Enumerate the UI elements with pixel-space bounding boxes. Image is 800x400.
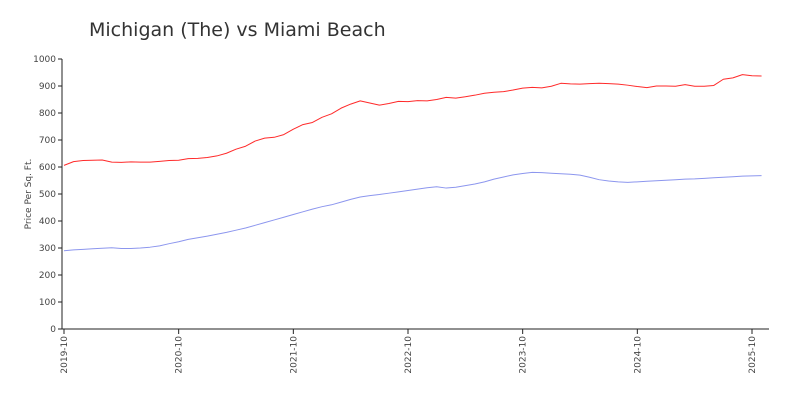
y-tick-label: 400	[39, 217, 56, 227]
series-line-1	[63, 74, 762, 166]
x-tick-label: 2025-10	[748, 336, 758, 374]
y-axis-ticks: 0 100 200 300 400 500 600 700 800 900 1000	[33, 55, 62, 335]
x-tick-label: 2019-10	[60, 336, 70, 374]
series-line-2	[63, 171, 762, 252]
x-tick-label: 2020-10	[175, 336, 185, 374]
y-tick-label: 0	[50, 325, 56, 335]
y-tick-label: 100	[39, 298, 56, 308]
x-tick-label: 2024-10	[633, 336, 643, 374]
y-tick-label: 300	[39, 244, 56, 254]
y-tick-label: 700	[39, 136, 56, 146]
y-tick-label: 900	[39, 82, 56, 92]
y-tick-label: 500	[39, 190, 56, 200]
x-tick-label: 2023-10	[519, 336, 529, 374]
x-tick-label: 2022-10	[404, 336, 414, 374]
chart-title: Michigan (The) vs Miami Beach	[89, 19, 386, 41]
x-axis-ticks: 2019-10 2020-10 2021-10 2022-10 2023-10 2024-…	[60, 329, 758, 374]
x-tick-label: 2021-10	[289, 336, 299, 374]
y-tick-label: 600	[39, 163, 56, 173]
y-axis-label: Price Per Sq. Ft.	[24, 159, 34, 230]
y-tick-label: 1000	[33, 55, 56, 65]
y-tick-label: 800	[39, 109, 56, 119]
y-tick-label: 200	[39, 271, 56, 281]
series-lines	[63, 74, 762, 252]
